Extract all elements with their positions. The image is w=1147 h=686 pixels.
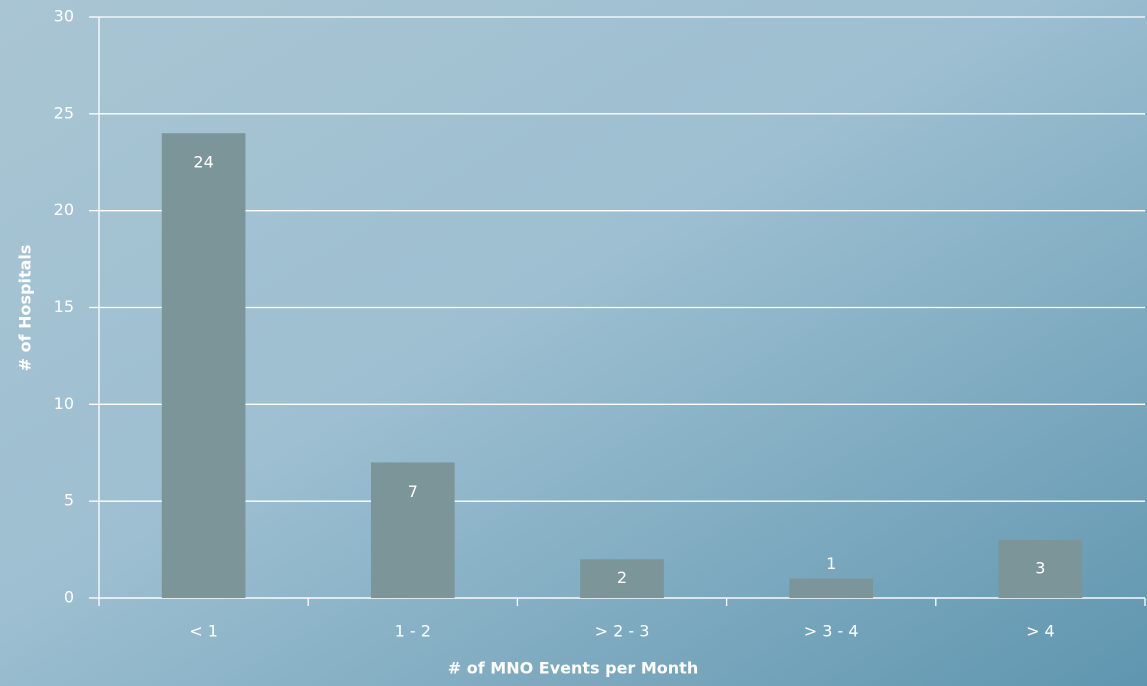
- data-label: 2: [617, 568, 627, 587]
- data-label: 3: [1035, 558, 1045, 577]
- bar: [580, 559, 664, 598]
- y-tick-label: 30: [54, 7, 74, 26]
- data-label: 7: [408, 482, 418, 501]
- data-label: 24: [193, 153, 213, 172]
- x-tick-label: > 4: [1026, 622, 1055, 641]
- y-tick-label: 15: [54, 297, 74, 316]
- x-tick-label: > 3 - 4: [804, 622, 859, 641]
- bar: [998, 539, 1083, 598]
- x-tick-label: < 1: [189, 622, 218, 641]
- data-label: 1: [826, 554, 836, 573]
- x-tick-label: > 2 - 3: [595, 622, 650, 641]
- bar: [161, 133, 246, 598]
- y-axis-title: # of Hospitals: [16, 245, 35, 372]
- bar: [370, 462, 455, 598]
- y-tick-label: 10: [54, 394, 74, 413]
- y-tick-label: 20: [54, 200, 74, 219]
- y-tick-label: 5: [64, 491, 74, 510]
- x-axis-title: # of MNO Events per Month: [448, 659, 698, 678]
- y-tick-label: 0: [64, 588, 74, 607]
- x-tick-label: 1 - 2: [395, 622, 431, 641]
- y-tick-label: 25: [54, 103, 74, 122]
- bar: [789, 578, 874, 598]
